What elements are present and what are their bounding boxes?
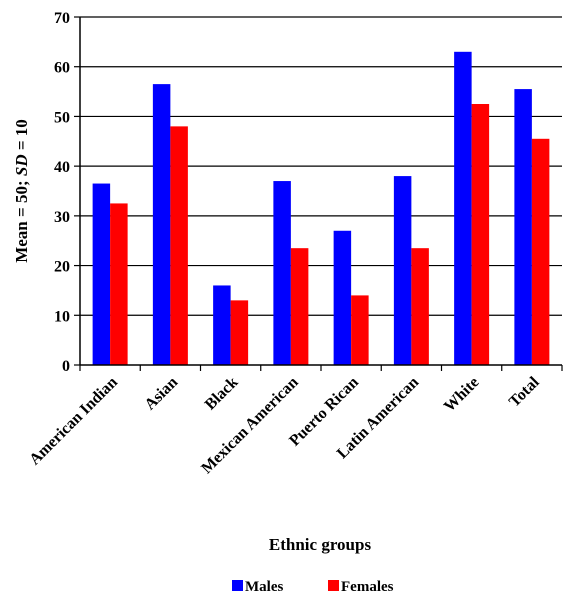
x-tick-label: American Indian xyxy=(26,374,121,469)
x-tick-label: Black xyxy=(202,374,242,414)
x-tick-label: Asian xyxy=(142,374,182,414)
x-tick-label: Total xyxy=(506,373,543,410)
bar-males-5 xyxy=(393,176,412,365)
bar-females-5 xyxy=(411,248,429,365)
bar-females-6 xyxy=(471,104,490,365)
x-tick-label: White xyxy=(441,374,483,416)
bar-males-6 xyxy=(454,51,472,366)
y-tick-label: 40 xyxy=(54,159,70,176)
x-axis-title: Ethnic groups xyxy=(269,535,372,554)
bar-males-3 xyxy=(273,181,291,365)
bar-males-1 xyxy=(152,84,171,365)
bar-females-2 xyxy=(230,300,249,365)
y-axis-title-part: SD xyxy=(12,154,31,176)
legend-swatch-males xyxy=(232,580,243,591)
y-tick-label: 70 xyxy=(54,10,70,27)
y-tick-labels: 0 10 20 30 40 50 60 70 xyxy=(54,10,70,375)
y-tick-label: 30 xyxy=(54,209,70,226)
y-tick-label: 60 xyxy=(54,60,70,77)
y-axis-title-part: = 10 xyxy=(12,119,31,154)
y-tick-label: 0 xyxy=(62,358,70,375)
legend-swatch-females xyxy=(328,580,339,591)
y-tick-label: 50 xyxy=(54,109,70,126)
legend: Males Females xyxy=(232,579,394,595)
legend-label-males: Males xyxy=(245,579,283,595)
bar-females-1 xyxy=(170,126,188,365)
y-tick-label: 20 xyxy=(54,259,70,276)
bar-females-3 xyxy=(290,248,309,365)
y-axis-title-part: Mean = 50; xyxy=(12,176,31,263)
bar-males-4 xyxy=(333,230,352,365)
bar-males-0 xyxy=(92,183,111,365)
bar-females-0 xyxy=(110,203,128,365)
y-tick-label: 10 xyxy=(54,308,70,325)
bar-females-4 xyxy=(351,295,369,365)
bars xyxy=(92,51,550,366)
bar-males-2 xyxy=(213,285,231,365)
bar-males-7 xyxy=(514,89,532,365)
legend-label-females: Females xyxy=(341,579,394,595)
y-axis-title: Mean = 50; SD = 10 xyxy=(12,119,31,263)
bar-females-7 xyxy=(531,138,550,365)
axes xyxy=(74,16,563,371)
gridlines xyxy=(80,16,562,316)
